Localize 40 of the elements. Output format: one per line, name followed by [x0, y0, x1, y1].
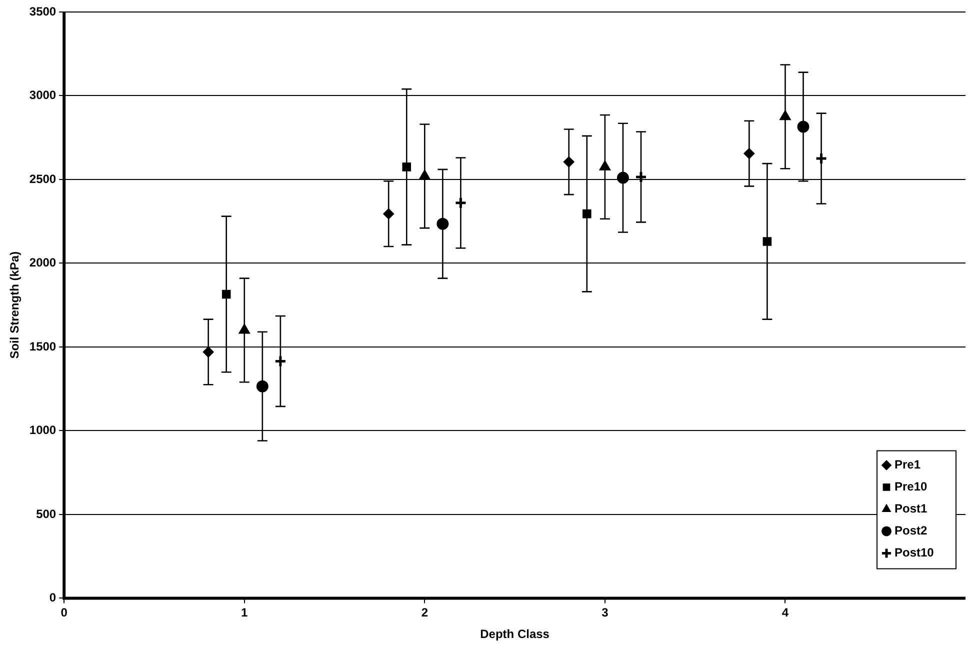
point [256, 380, 268, 392]
legend-label: Pre10 [894, 480, 928, 494]
point [436, 218, 449, 230]
y-axis-title: Soil Strength (kPa) [8, 251, 22, 359]
point [616, 172, 629, 184]
point [454, 196, 467, 210]
x-tick-label: 1 [241, 606, 248, 620]
x-tick-label: 4 [782, 606, 789, 620]
y-tick-label: 0 [49, 590, 56, 605]
y-tick-label: 2500 [29, 172, 56, 186]
legend-label: Pre1 [894, 458, 921, 472]
point [582, 209, 592, 218]
y-tick-label: 2000 [29, 256, 56, 270]
point [418, 170, 430, 180]
x-tick-label: 0 [60, 606, 68, 620]
point [274, 354, 287, 368]
legend-label: Post10 [894, 546, 934, 560]
point [563, 156, 574, 168]
x-axis-title: Depth Class [480, 627, 550, 642]
y-tick-label: 3500 [29, 4, 56, 18]
point [762, 237, 772, 246]
legend-label: Post1 [894, 502, 928, 516]
point [222, 290, 231, 299]
point [744, 148, 755, 160]
x-tick-label: 2 [421, 606, 428, 620]
point [402, 162, 412, 172]
y-tick-label: 1000 [29, 423, 56, 438]
y-tick-label: 1500 [29, 339, 56, 354]
point [202, 346, 214, 358]
y-tick-label: 500 [36, 506, 56, 521]
point [780, 110, 791, 120]
point [634, 170, 648, 184]
x-tick-label: 3 [602, 606, 609, 620]
legend-label: Post2 [894, 524, 928, 538]
point [599, 160, 611, 170]
point [797, 120, 810, 133]
point [238, 324, 250, 334]
point [815, 152, 828, 165]
y-tick-label: 3000 [29, 88, 56, 102]
point [383, 208, 394, 220]
